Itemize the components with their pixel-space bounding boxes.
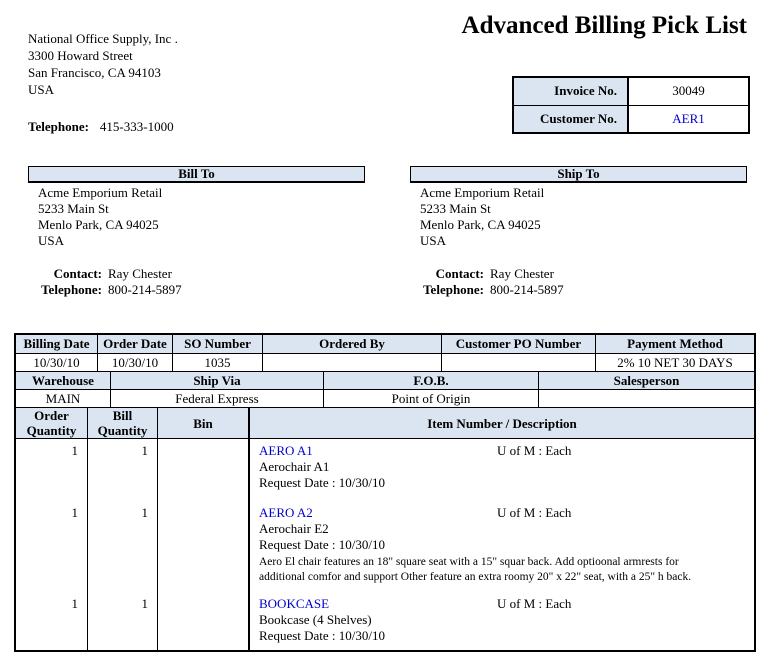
item-2-bill-qty: 1 xyxy=(141,505,149,520)
bill-quantity-column: 1 1 1 xyxy=(88,439,158,652)
order-quantity-column: 1 1 1 xyxy=(16,439,88,652)
ship-to-address: Acme Emporium Retail 5233 Main St Menlo … xyxy=(420,185,544,249)
fob-header: F.O.B. xyxy=(324,372,539,390)
order-date-header: Order Date xyxy=(98,335,173,354)
invoice-number-label: Invoice No. xyxy=(514,78,629,105)
ship-to-contact-block: Contact: Ray Chester Telephone: 800-214-… xyxy=(420,266,564,298)
item-2-order-qty: 1 xyxy=(71,505,79,520)
ship-to-name: Acme Emporium Retail xyxy=(420,185,545,200)
customer-number-row: Customer No. AER1 xyxy=(514,105,748,132)
company-phone-row: Telephone: 415-333-1000 xyxy=(28,118,178,135)
invoice-number-value: 30049 xyxy=(672,83,705,98)
order-quantity-header: Order Quantity xyxy=(16,408,88,439)
order-value-row-2: MAIN Federal Express Point of Origin xyxy=(16,390,754,408)
bill-to-phone-label: Telephone: xyxy=(41,282,102,297)
item-1-uofm: U of M : Each xyxy=(497,443,572,458)
order-details-table: Billing Date Order Date SO Number Ordere… xyxy=(14,333,756,652)
item-2-block: AERO A2 U of M : Each Aerochair E2 Reque… xyxy=(259,505,749,585)
item-1-request-date: Request Date : 10/30/10 xyxy=(259,475,386,490)
item-2-description: Aerochair E2 xyxy=(259,521,329,536)
bill-to-contact-value: Ray Chester xyxy=(108,266,172,281)
company-name: National Office Supply, Inc . xyxy=(28,31,178,46)
company-phone-label: Telephone: xyxy=(28,119,89,134)
item-3-number-link[interactable]: BOOKCASE xyxy=(259,596,330,611)
bill-quantity-header: Bill Quantity xyxy=(88,408,158,439)
item-3-description: Bookcase (4 Shelves) xyxy=(259,612,372,627)
item-3-uofm: U of M : Each xyxy=(497,596,572,611)
order-header-row-2: Warehouse Ship Via F.O.B. Salesperson xyxy=(16,372,754,390)
item-2-request-date: Request Date : 10/30/10 xyxy=(259,537,386,552)
so-number-header: SO Number xyxy=(173,335,263,354)
item-3-bill-qty: 1 xyxy=(141,596,149,611)
item-2-long-description-line1: Aero El chair features an 18" square sea… xyxy=(259,556,679,568)
customer-number-label: Customer No. xyxy=(514,106,629,132)
item-3-request-date: Request Date : 10/30/10 xyxy=(259,628,386,643)
ship-to-street: 5233 Main St xyxy=(420,201,491,216)
company-phone-value: 415-333-1000 xyxy=(99,119,174,134)
ship-to-contact-value: Ray Chester xyxy=(490,266,554,281)
warehouse-value: MAIN xyxy=(16,390,111,408)
company-address-block: National Office Supply, Inc . 3300 Howar… xyxy=(28,30,178,135)
company-city: San Francisco, CA 94103 xyxy=(28,65,161,80)
item-description-header: Item Number / Description xyxy=(250,408,754,439)
item-1-number-link[interactable]: AERO A1 xyxy=(259,443,313,458)
salesperson-value xyxy=(539,390,754,408)
order-date-value: 10/30/10 xyxy=(98,354,173,372)
page-title: Advanced Billing Pick List xyxy=(461,12,747,39)
bill-to-contact-block: Contact: Ray Chester Telephone: 800-214-… xyxy=(38,266,182,298)
item-2-long-description-line2: additional comfor and support Other feat… xyxy=(259,571,692,583)
bill-to-name: Acme Emporium Retail xyxy=(38,185,163,200)
bill-to-city: Menlo Park, CA 94025 xyxy=(38,217,159,232)
bin-header: Bin xyxy=(158,408,250,439)
bill-to-street: 5233 Main St xyxy=(38,201,109,216)
bill-to-country: USA xyxy=(38,233,65,248)
ship-via-value: Federal Express xyxy=(111,390,324,408)
company-street: 3300 Howard Street xyxy=(28,48,133,63)
company-country: USA xyxy=(28,82,55,97)
order-header-row-1: Billing Date Order Date SO Number Ordere… xyxy=(16,335,754,354)
bill-to-contact-label: Contact: xyxy=(53,266,102,281)
customer-po-value xyxy=(442,354,596,372)
ship-to-contact-label: Contact: xyxy=(435,266,484,281)
bill-to-header: Bill To xyxy=(28,166,365,183)
invoice-number-row: Invoice No. 30049 xyxy=(514,78,748,105)
item-1-bill-qty: 1 xyxy=(141,443,149,458)
item-3-block: BOOKCASE U of M : Each Bookcase (4 Shelv… xyxy=(259,596,749,644)
billing-date-value: 10/30/10 xyxy=(16,354,98,372)
ordered-by-value xyxy=(263,354,442,372)
salesperson-header: Salesperson xyxy=(539,372,754,390)
item-description-column: AERO A1 U of M : Each Aerochair A1 Reque… xyxy=(250,439,754,652)
order-value-row-1: 10/30/10 10/30/10 1035 2% 10 NET 30 DAYS xyxy=(16,354,754,372)
item-3-order-qty: 1 xyxy=(71,596,79,611)
item-1-block: AERO A1 U of M : Each Aerochair A1 Reque… xyxy=(259,443,749,491)
billing-date-header: Billing Date xyxy=(16,335,98,354)
bill-to-phone-value: 800-214-5897 xyxy=(108,282,182,297)
items-header-row: Order Quantity Bill Quantity Bin Item Nu… xyxy=(16,408,754,439)
ship-to-city: Menlo Park, CA 94025 xyxy=(420,217,541,232)
item-1-order-qty: 1 xyxy=(71,443,79,458)
payment-method-header: Payment Method xyxy=(596,335,754,354)
invoice-info-box: Invoice No. 30049 Customer No. AER1 xyxy=(512,76,750,134)
bin-column xyxy=(158,439,250,652)
fob-value: Point of Origin xyxy=(324,390,539,408)
ship-to-phone-value: 800-214-5897 xyxy=(490,282,564,297)
item-2-uofm: U of M : Each xyxy=(497,505,572,520)
ordered-by-header: Ordered By xyxy=(263,335,442,354)
item-2-number-link[interactable]: AERO A2 xyxy=(259,505,313,520)
customer-number-link[interactable]: AER1 xyxy=(672,111,705,126)
ship-via-header: Ship Via xyxy=(111,372,324,390)
items-body: 1 1 1 1 1 1 AERO A1 U of M : Each xyxy=(16,439,754,652)
bill-to-address: Acme Emporium Retail 5233 Main St Menlo … xyxy=(38,185,162,249)
payment-method-value: 2% 10 NET 30 DAYS xyxy=(596,354,754,372)
so-number-value: 1035 xyxy=(173,354,263,372)
ship-to-country: USA xyxy=(420,233,447,248)
customer-po-header: Customer PO Number xyxy=(442,335,596,354)
ship-to-header: Ship To xyxy=(410,166,747,183)
ship-to-phone-label: Telephone: xyxy=(423,282,484,297)
item-1-description: Aerochair A1 xyxy=(259,459,330,474)
warehouse-header: Warehouse xyxy=(16,372,111,390)
